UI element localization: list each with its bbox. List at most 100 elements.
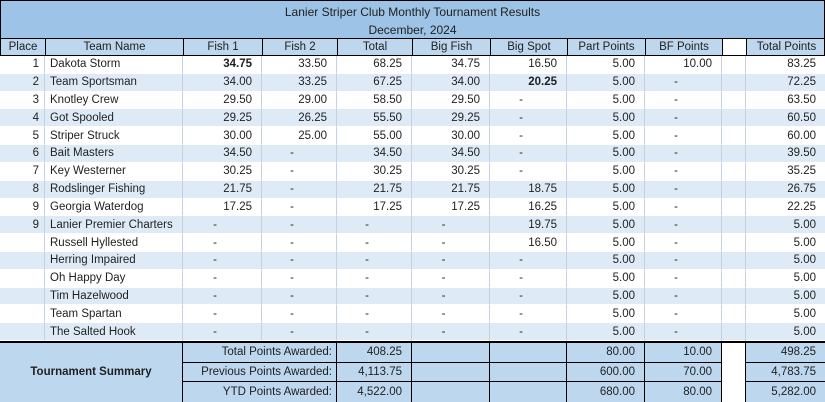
table-row: 5 Striper Struck 30.00 25.00 55.00 30.00… bbox=[0, 127, 825, 146]
cell-fish2: - bbox=[262, 145, 337, 163]
cell-spacer bbox=[722, 56, 746, 74]
cell-total: 68.25 bbox=[337, 56, 412, 74]
cell-fish2: 33.50 bbox=[262, 56, 337, 74]
cell-fish1: - bbox=[183, 251, 262, 270]
cell-bf-points: - bbox=[645, 216, 722, 235]
cell-big-spot: - bbox=[490, 127, 567, 146]
cell-fish2: - bbox=[262, 305, 337, 324]
summary-empty-big-fish bbox=[412, 362, 490, 383]
cell-total-points: 5.00 bbox=[746, 288, 825, 306]
table-row: Tim Hazelwood - - - - - 5.00 - 5.00 bbox=[0, 287, 825, 306]
table-row: 3 Knotley Crew 29.50 29.00 58.50 29.50 -… bbox=[0, 91, 825, 110]
cell-big-spot: - bbox=[490, 323, 567, 341]
summary-label-ytd-awarded: YTD Points Awarded: bbox=[183, 382, 337, 402]
cell-total: - bbox=[337, 269, 412, 288]
cell-place bbox=[0, 287, 45, 306]
cell-bf-points: - bbox=[645, 180, 722, 199]
cell-place bbox=[0, 234, 45, 252]
cell-part-points: 5.00 bbox=[567, 323, 645, 341]
cell-team-name: Lanier Premier Charters bbox=[45, 216, 183, 235]
cell-fish2: - bbox=[262, 180, 337, 199]
cell-fish2: - bbox=[262, 251, 337, 270]
cell-fish1: 30.25 bbox=[183, 162, 262, 181]
cell-spacer bbox=[722, 145, 746, 163]
cell-fish1: 34.00 bbox=[183, 73, 262, 92]
cell-big-fish: 29.25 bbox=[412, 109, 490, 128]
summary-total-points: 4,783.75 bbox=[746, 363, 825, 383]
cell-total-points: 72.25 bbox=[746, 74, 825, 92]
cell-fish1: - bbox=[183, 269, 262, 288]
table-row: Herring Impaired - - - - - 5.00 - 5.00 bbox=[0, 251, 825, 270]
cell-fish2: - bbox=[262, 269, 337, 288]
cell-big-fish: 34.50 bbox=[412, 145, 490, 163]
table-row: Team Spartan - - - - - 5.00 - 5.00 bbox=[0, 305, 825, 324]
summary-part-points: 600.00 bbox=[567, 362, 645, 383]
cell-place: 5 bbox=[0, 127, 45, 146]
cell-big-spot: - bbox=[490, 109, 567, 128]
cell-total-points: 5.00 bbox=[746, 252, 825, 270]
cell-big-fish: 34.00 bbox=[412, 73, 490, 92]
cell-part-points: 5.00 bbox=[567, 56, 645, 74]
cell-bf-points: - bbox=[645, 251, 722, 270]
cell-big-fish: - bbox=[412, 305, 490, 324]
cell-bf-points: - bbox=[645, 305, 722, 324]
cell-total-points: 5.00 bbox=[746, 323, 825, 341]
cell-big-fish: - bbox=[412, 269, 490, 288]
summary-empty-big-spot bbox=[490, 343, 567, 363]
summary-title: Tournament Summary bbox=[0, 343, 183, 402]
summary-value-ytd-awarded: 4,522.00 bbox=[337, 382, 412, 402]
summary-value-total-awarded: 408.25 bbox=[337, 343, 412, 363]
cell-bf-points: - bbox=[645, 234, 722, 252]
cell-big-fish: - bbox=[412, 251, 490, 270]
cell-place bbox=[0, 251, 45, 270]
cell-fish1: - bbox=[183, 305, 262, 324]
cell-fish2: 26.25 bbox=[262, 109, 337, 128]
title-band: Lanier Striper Club Monthly Tournament R… bbox=[0, 0, 825, 38]
cell-spacer bbox=[722, 198, 746, 217]
cell-part-points: 5.00 bbox=[567, 287, 645, 306]
cell-part-points: 5.00 bbox=[567, 234, 645, 252]
cell-team-name: Got Spooled bbox=[45, 109, 183, 128]
cell-place bbox=[0, 305, 45, 324]
cell-spacer bbox=[722, 109, 746, 128]
cell-fish1: 29.50 bbox=[183, 91, 262, 110]
cell-fish1: 34.50 bbox=[183, 145, 262, 163]
cell-total-points: 60.00 bbox=[746, 127, 825, 146]
cell-fish1: - bbox=[183, 234, 262, 252]
column-header-big-spot: Big Spot bbox=[491, 39, 568, 55]
cell-team-name: Russell Hyllested bbox=[45, 234, 183, 252]
cell-place: 9 bbox=[0, 216, 45, 235]
cell-big-spot: 18.75 bbox=[490, 180, 567, 199]
cell-total: - bbox=[337, 251, 412, 270]
column-header-big-fish: Big Fish bbox=[413, 39, 491, 55]
cell-big-fish: - bbox=[412, 323, 490, 341]
summary-value-previous-awarded: 4,113.75 bbox=[337, 362, 412, 383]
cell-part-points: 5.00 bbox=[567, 73, 645, 92]
summary-label-previous-awarded: Previous Points Awarded: bbox=[183, 362, 337, 383]
cell-spacer bbox=[722, 180, 746, 199]
cell-big-fish: 29.50 bbox=[412, 91, 490, 110]
column-header-row: Place Team Name Fish 1 Fish 2 Total Big … bbox=[0, 38, 825, 56]
cell-spacer bbox=[722, 234, 746, 252]
cell-big-fish: 21.75 bbox=[412, 180, 490, 199]
cell-team-name: Georgia Waterdog bbox=[45, 198, 183, 217]
cell-place: 7 bbox=[0, 162, 45, 181]
cell-total: 55.50 bbox=[337, 109, 412, 128]
cell-total: 55.00 bbox=[337, 127, 412, 146]
summary-spacer-column bbox=[722, 343, 746, 402]
cell-place: 2 bbox=[0, 73, 45, 92]
cell-fish1: 30.00 bbox=[183, 127, 262, 146]
cell-bf-points: - bbox=[645, 91, 722, 110]
cell-bf-points: - bbox=[645, 162, 722, 181]
cell-big-spot: 20.25 bbox=[490, 73, 567, 92]
cell-total-points: 5.00 bbox=[746, 305, 825, 324]
summary-empty-big-fish bbox=[412, 343, 490, 363]
cell-place bbox=[0, 323, 45, 341]
cell-total-points: 63.50 bbox=[746, 92, 825, 110]
table-row: 6 Bait Masters 34.50 - 34.50 34.50 - 5.0… bbox=[0, 145, 825, 163]
cell-part-points: 5.00 bbox=[567, 162, 645, 181]
cell-fish2: - bbox=[262, 287, 337, 306]
column-header-total-points: Total Points bbox=[756, 41, 817, 53]
cell-fish1: 34.75 bbox=[183, 56, 262, 74]
table-row: 9 Lanier Premier Charters - - - - 19.75 … bbox=[0, 216, 825, 235]
